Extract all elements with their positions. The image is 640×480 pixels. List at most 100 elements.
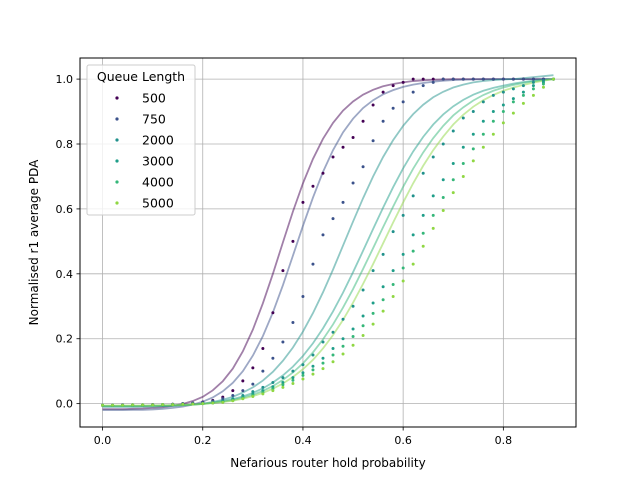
- data-point-5000: [451, 191, 455, 195]
- data-point-500: [431, 77, 435, 81]
- data-points: [101, 77, 555, 407]
- data-point-2000: [401, 213, 405, 217]
- data-point-4000: [321, 361, 325, 365]
- data-point-4000: [331, 353, 335, 357]
- data-point-5000: [391, 295, 395, 299]
- axis-ticks: 0.0 0.2 0.4 0.6 0.8 0.0 0.2 0.4 0.6 0.8 1.0: [56, 73, 513, 447]
- data-point-3000: [431, 194, 435, 198]
- data-point-2000: [391, 230, 395, 234]
- data-point-4000: [501, 110, 505, 114]
- data-point-750: [511, 77, 515, 81]
- data-point-5000: [201, 402, 205, 406]
- data-point-750: [281, 340, 285, 344]
- data-point-500: [271, 311, 275, 315]
- data-point-5000: [221, 400, 225, 404]
- legend-marker-5000: [115, 201, 119, 205]
- data-point-2000: [291, 369, 295, 373]
- data-point-750: [271, 356, 275, 360]
- data-point-2000: [271, 381, 275, 385]
- data-point-5000: [281, 385, 285, 389]
- y-tick-label: 0.0: [56, 398, 74, 411]
- data-point-5000: [531, 93, 535, 97]
- data-point-2000: [421, 171, 425, 175]
- x-tick-label: 0.4: [294, 434, 312, 447]
- data-point-5000: [421, 244, 425, 248]
- data-point-500: [361, 119, 365, 123]
- data-point-2000: [491, 93, 495, 97]
- data-point-500: [411, 77, 415, 81]
- data-point-2000: [251, 390, 255, 394]
- legend-label-3000: 3000: [142, 154, 174, 169]
- data-point-5000: [161, 403, 165, 407]
- data-point-750: [521, 77, 525, 81]
- data-point-3000: [441, 178, 445, 182]
- data-point-750: [391, 106, 395, 110]
- data-point-500: [351, 136, 355, 140]
- data-point-750: [431, 80, 435, 84]
- data-point-4000: [341, 344, 345, 348]
- data-point-2000: [531, 80, 535, 84]
- data-point-4000: [471, 147, 475, 151]
- data-point-5000: [381, 309, 385, 313]
- data-point-4000: [431, 213, 435, 217]
- legend-label-4000: 4000: [142, 175, 174, 190]
- legend-label-5000: 5000: [142, 196, 174, 211]
- y-axis-label: Normalised r1 average PDA: [27, 159, 41, 325]
- data-point-4000: [291, 378, 295, 382]
- data-point-2000: [431, 155, 435, 159]
- data-point-750: [231, 394, 235, 398]
- data-point-5000: [471, 159, 475, 163]
- data-point-2000: [471, 110, 475, 114]
- data-point-750: [441, 77, 445, 81]
- data-point-3000: [291, 376, 295, 380]
- data-point-2000: [521, 84, 525, 88]
- y-tick-label: 0.8: [56, 138, 74, 151]
- data-point-5000: [351, 343, 355, 347]
- data-point-3000: [531, 84, 535, 88]
- data-point-750: [361, 165, 365, 169]
- legend-marker-4000: [115, 180, 119, 184]
- data-point-500: [261, 346, 265, 350]
- data-point-2000: [361, 288, 365, 292]
- data-point-750: [381, 119, 385, 123]
- data-point-3000: [301, 371, 305, 375]
- data-point-2000: [321, 340, 325, 344]
- data-point-4000: [491, 119, 495, 123]
- data-point-3000: [311, 364, 315, 368]
- data-point-2000: [281, 376, 285, 380]
- legend-marker-3000: [115, 159, 119, 163]
- data-point-750: [491, 77, 495, 81]
- data-point-750: [351, 181, 355, 185]
- data-point-5000: [541, 85, 545, 89]
- data-point-750: [411, 90, 415, 94]
- data-point-4000: [371, 311, 375, 315]
- data-point-5000: [441, 209, 445, 213]
- data-point-500: [281, 269, 285, 273]
- data-point-750: [451, 77, 455, 81]
- x-tick-label: 0.8: [495, 434, 513, 447]
- plot-frame: [79, 57, 577, 428]
- data-point-5000: [171, 403, 175, 407]
- data-point-750: [251, 382, 255, 386]
- data-point-3000: [511, 97, 515, 101]
- data-point-5000: [291, 382, 295, 386]
- data-point-750: [331, 217, 335, 221]
- legend-label-750: 750: [142, 112, 166, 127]
- legend-marker-500: [115, 96, 119, 100]
- data-point-5000: [261, 392, 265, 396]
- data-point-3000: [341, 337, 345, 341]
- data-point-3000: [371, 301, 375, 305]
- data-point-5000: [491, 132, 495, 136]
- fit-line-5000: [102, 78, 554, 407]
- legend-title: Queue Length: [97, 69, 185, 84]
- data-point-750: [241, 389, 245, 393]
- data-point-2000: [311, 353, 315, 357]
- data-point-750: [471, 77, 475, 81]
- legend-label-2000: 2000: [142, 133, 174, 148]
- data-point-5000: [321, 367, 325, 371]
- data-point-2000: [381, 252, 385, 256]
- data-point-5000: [551, 77, 555, 81]
- data-point-5000: [151, 403, 155, 407]
- data-point-2000: [371, 269, 375, 273]
- data-point-750: [341, 200, 345, 204]
